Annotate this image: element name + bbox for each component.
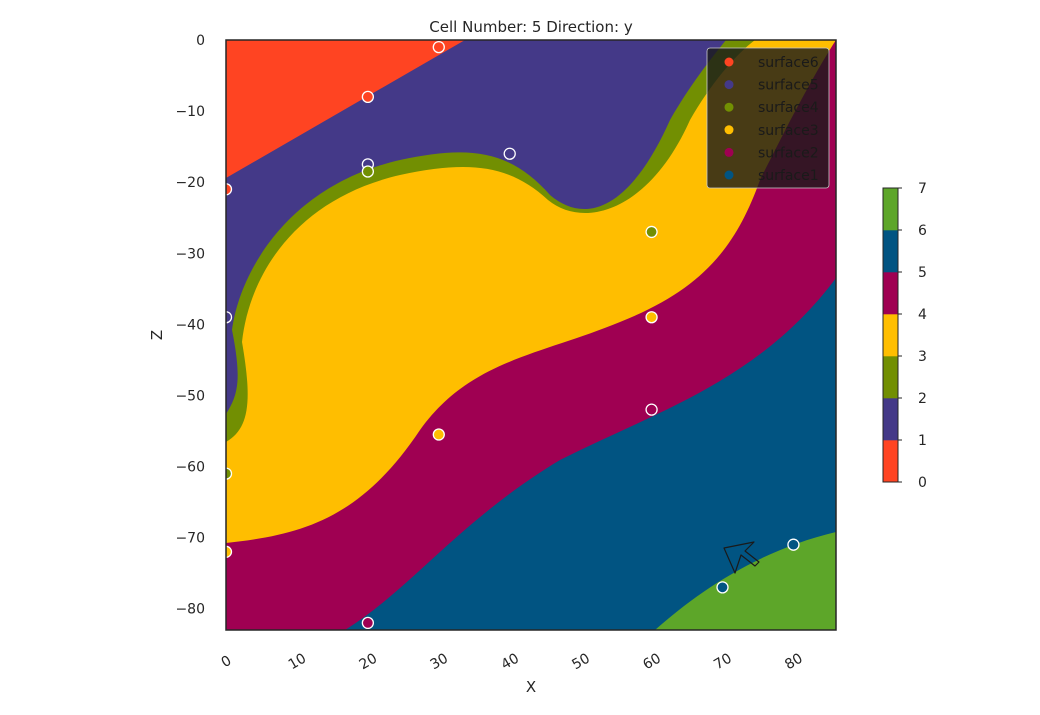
data-point-surface6	[432, 40, 445, 54]
y-axis-label: Z	[148, 330, 166, 340]
region-basement	[655, 532, 836, 630]
colorbar-tick-label: 7	[918, 181, 927, 197]
y-tick-label: −60	[175, 460, 205, 476]
legend-entry-label: surface5	[758, 78, 819, 94]
chart-title: Cell Number: 5 Direction: y	[429, 18, 633, 36]
region-surface6	[226, 40, 465, 178]
y-tick-label: −70	[175, 531, 205, 547]
data-point-surface3	[226, 545, 233, 558]
y-tick-label: −30	[175, 246, 205, 262]
colorbar-segment	[883, 314, 898, 357]
legend-marker	[724, 57, 734, 67]
data-point-surface4	[361, 165, 375, 178]
colorbar-tick-label: 2	[918, 391, 927, 407]
x-tick-label: 70	[711, 650, 734, 673]
colorbar-segment	[883, 230, 898, 273]
legend-entry-label: surface6	[758, 55, 819, 71]
plot-frame	[225, 39, 837, 631]
x-tick-label: 0	[219, 653, 235, 671]
x-tick-label: 60	[640, 650, 663, 673]
points-layer	[226, 40, 800, 630]
colorbar-tick-label: 4	[918, 307, 927, 323]
colorbar-segment	[883, 398, 898, 441]
x-tick-label: 80	[782, 650, 805, 673]
data-point-surface2	[645, 403, 658, 416]
x-ticks: 0 10 20 30 40 50 60 70 80	[219, 650, 806, 673]
legend-marker	[724, 102, 734, 112]
y-tick-label: −80	[175, 602, 205, 618]
x-axis-label: X	[526, 678, 536, 696]
colorbar: 0 1 2 3 4 5 6 7	[882, 181, 927, 491]
x-tick-label: 10	[286, 650, 309, 673]
x-tick-label: 30	[428, 650, 451, 673]
colorbar-tick-label: 6	[918, 223, 927, 239]
legend-entry-label: surface2	[758, 145, 819, 161]
colorbar-tick-label: 1	[918, 433, 927, 449]
data-point-surface3	[645, 311, 658, 324]
legend-entry-label: surface4	[758, 100, 819, 116]
data-point-surface4	[226, 467, 233, 480]
colorbar-tick-label: 3	[918, 349, 927, 365]
legend-marker	[724, 170, 734, 180]
legend-box	[706, 47, 830, 189]
data-point-surface2	[361, 616, 375, 630]
x-tick-label: 20	[357, 650, 380, 673]
colorbar-tick-label: 5	[918, 265, 927, 281]
data-point-surface1	[787, 538, 800, 551]
x-tick-label: 40	[499, 650, 522, 673]
x-tick-label: 50	[569, 650, 592, 673]
y-tick-label: −10	[175, 104, 205, 120]
region-surface1	[345, 278, 836, 630]
legend-marker	[724, 80, 734, 90]
legend: surface6 surface5 surface4 surface3 surface2…	[706, 47, 830, 189]
legend-entry-label: surface1	[758, 168, 819, 184]
colorbar-tick-label: 0	[918, 475, 927, 491]
legend-marker	[724, 147, 734, 157]
legend-entry-label: surface3	[758, 123, 819, 139]
colorbar-segment	[883, 188, 898, 231]
data-point-surface1	[716, 581, 729, 594]
colorbar-frame	[882, 187, 899, 483]
data-point-surface6	[361, 90, 375, 104]
colorbar-segment	[883, 272, 898, 315]
data-point-surface5	[226, 311, 233, 324]
data-point-surface6	[226, 183, 233, 196]
data-point-surface3	[432, 428, 445, 441]
y-tick-label: 0	[196, 33, 205, 49]
cursor-icon	[723, 541, 760, 574]
colorbar-segment	[883, 440, 898, 483]
colorbar-segment	[883, 356, 898, 399]
data-point-surface4	[645, 225, 658, 239]
data-point-surface5	[503, 147, 516, 160]
y-tick-label: −40	[175, 317, 205, 333]
y-tick-label: −20	[175, 175, 205, 191]
y-ticks: 0 −10 −20 −30 −40 −50 −60 −70 −80	[175, 33, 205, 618]
y-tick-label: −50	[175, 388, 205, 404]
legend-marker	[724, 125, 734, 135]
